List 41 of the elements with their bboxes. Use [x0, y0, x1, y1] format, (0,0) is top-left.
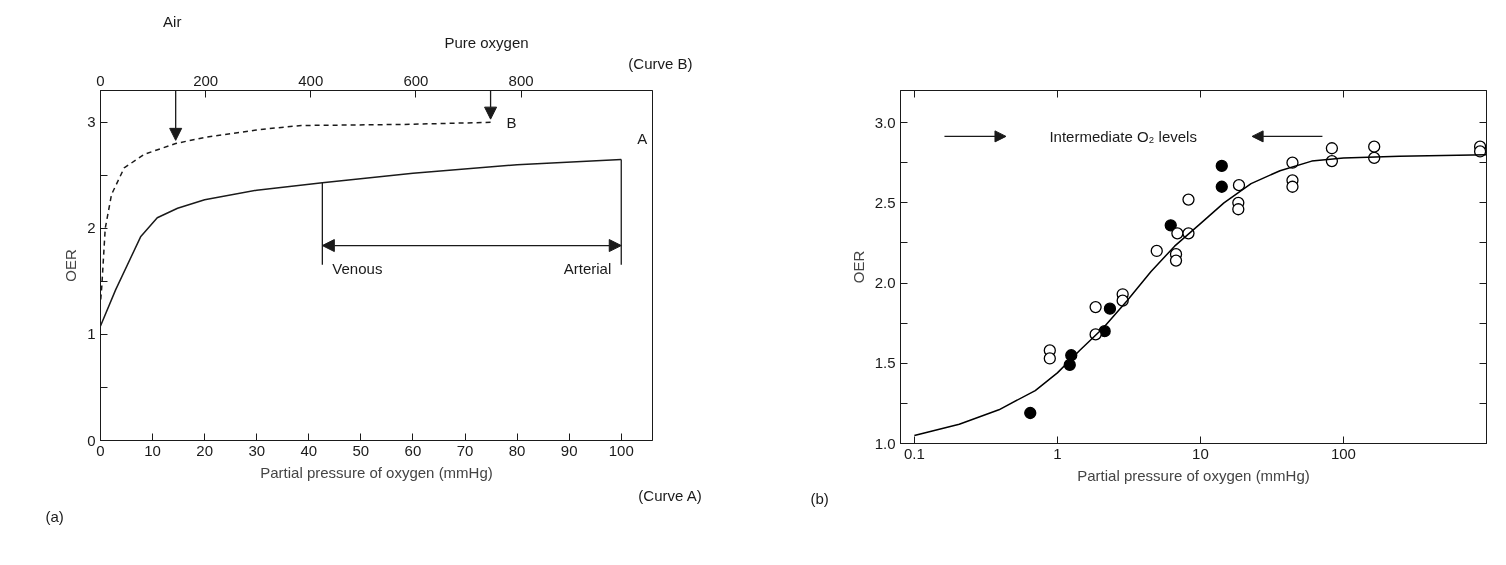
y-tick-label: 1: [87, 325, 96, 343]
y-tick-label: 3: [87, 113, 96, 131]
y-tick-label: 1.5: [874, 354, 896, 372]
x-tick-label: 50: [352, 441, 370, 459]
x2-tick-label: 400: [298, 71, 324, 89]
y-tick-label: 3.0: [874, 113, 896, 131]
text: Air: [163, 12, 182, 30]
x-axis-title: Partial pressure of oxygen (mmHg): [1077, 466, 1310, 484]
x-tick-label: 60: [404, 441, 422, 459]
series-label: A: [637, 130, 648, 148]
x-tick-label: 10: [1192, 444, 1209, 462]
legend-label: B: [506, 114, 517, 132]
x-tick-label: 10: [144, 441, 161, 459]
x2-tick-label: 600: [403, 71, 429, 89]
x-tick-label: 1: [1053, 444, 1062, 462]
text: (Curve A): [638, 486, 702, 504]
text: (b): [810, 489, 829, 507]
x-tick-label: 100: [1330, 444, 1356, 462]
text: Pure oxygen: [444, 33, 529, 51]
y-axis-title: OER: [849, 250, 867, 284]
annotation: Intermediate O₂ levels: [1049, 127, 1197, 145]
x-tick-label: 40: [300, 441, 318, 459]
y-tick-label: 2.0: [874, 274, 896, 292]
text: (a): [45, 507, 64, 525]
x2-tick-label: 200: [193, 71, 219, 89]
y-axis-title: OER: [62, 249, 80, 282]
x2-tick-label: 800: [508, 71, 534, 89]
y-tick-label: 2: [87, 219, 96, 237]
y-tick-label: 1.0: [874, 434, 896, 452]
x-tick-label: 80: [508, 441, 526, 459]
x-tick-label: 0.1: [903, 444, 925, 462]
x-tick-label: 70: [456, 441, 474, 459]
y-tick-label: 2.5: [874, 193, 896, 211]
annotation: Venous: [332, 259, 383, 277]
x-axis-title: Partial pressure of oxygen (mmHg): [260, 463, 493, 481]
x2-axis-title: (Curve B): [628, 54, 693, 72]
x-tick-label: 100: [608, 441, 634, 459]
x-tick-label: 30: [248, 441, 266, 459]
x-tick-label: 90: [560, 441, 578, 459]
annotation: Arterial: [563, 259, 612, 277]
x-tick-label: 20: [196, 441, 213, 459]
